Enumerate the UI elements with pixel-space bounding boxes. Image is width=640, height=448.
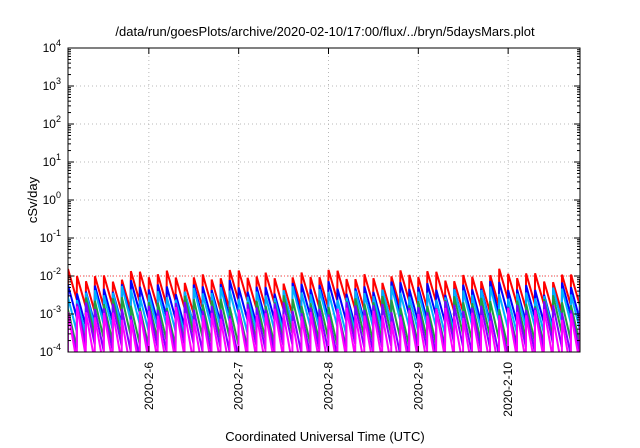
y-tick-label: 10-1: [40, 228, 61, 245]
y-tick-label: 104: [43, 38, 61, 55]
x-tick-label: 2020-2-6: [142, 362, 156, 410]
series-layer: [68, 268, 580, 352]
y-axis-label: cSv/day: [25, 176, 40, 223]
x-tick-label: 2020-2-9: [411, 362, 425, 410]
y-tick-label: 102: [43, 114, 61, 131]
y-tick-label: 10-4: [40, 342, 61, 359]
grid-lines: [68, 48, 580, 352]
series-line: [68, 306, 580, 352]
x-tick-label: 2020-2-7: [232, 362, 246, 410]
y-tick-label: 103: [43, 76, 61, 93]
x-ticks: 2020-2-6 2020-2-7 2020-2-8 2020-2-9 2020-2-1…: [142, 48, 515, 417]
y-tick-label: 101: [43, 152, 61, 169]
chart-title: /data/run/goesPlots/archive/2020-02-10/1…: [115, 24, 535, 39]
y-ticks: 10-4 10-3 10-2 10-1 100 101 102 103 104: [40, 38, 580, 359]
y-tick-label: 100: [43, 190, 61, 207]
y-tick-label: 10-2: [40, 266, 61, 283]
x-axis-label: Coordinated Universal Time (UTC): [225, 429, 424, 444]
x-tick-label: 2020-2-10: [501, 362, 515, 417]
y-tick-label: 10-3: [40, 304, 61, 321]
x-tick-label: 2020-2-8: [321, 362, 335, 410]
